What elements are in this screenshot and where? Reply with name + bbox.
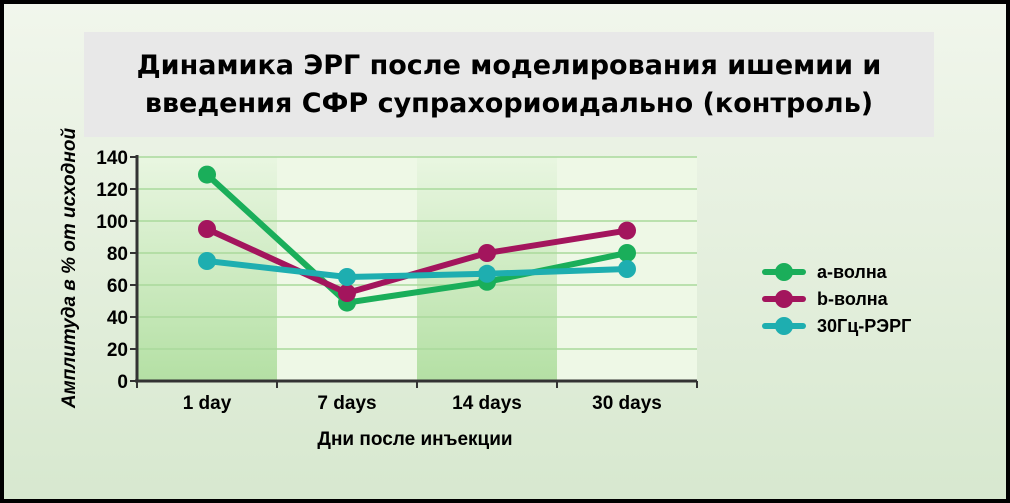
axes xyxy=(130,155,698,388)
data-point xyxy=(198,252,216,270)
legend-label: 30Гц-РЭРГ xyxy=(817,316,911,336)
legend-swatch-marker xyxy=(775,290,793,308)
data-point xyxy=(478,264,496,283)
data-point xyxy=(338,268,356,286)
series-line-0 xyxy=(204,171,630,306)
y-tick-label: 140 xyxy=(96,148,128,169)
chart-title-box: Динамика ЭРГ после моделирования ишемии … xyxy=(84,32,934,137)
data-point xyxy=(618,244,636,262)
x-tick-label: 14 days xyxy=(452,393,522,414)
series-lines xyxy=(204,171,630,306)
series-line-2 xyxy=(204,258,630,280)
x-tick-labels: 1 day 7 days 14 days 30 days xyxy=(183,393,662,414)
data-point xyxy=(338,284,356,302)
chart-title: Динамика ЭРГ после моделирования ишемии … xyxy=(136,49,882,119)
data-point xyxy=(618,221,636,240)
x-axis-label: Дни после инъекции xyxy=(317,429,512,450)
x-tick-label: 7 days xyxy=(317,393,376,414)
y-tick-label: 100 xyxy=(96,212,128,233)
y-tick-label: 80 xyxy=(107,244,128,265)
y-tick-label: 40 xyxy=(107,308,128,329)
legend: a-волна b-волна 30Гц-РЭРГ xyxy=(762,262,911,336)
plot-background xyxy=(137,157,697,381)
y-tick-label: 0 xyxy=(117,372,128,393)
data-point xyxy=(198,165,216,184)
x-tick-label: 30 days xyxy=(592,393,662,414)
y-tick-label: 20 xyxy=(107,340,128,361)
gridlines xyxy=(137,156,697,350)
data-point xyxy=(618,260,636,278)
y-axis-label: Амплитуда в % от исходной xyxy=(59,128,80,410)
data-point xyxy=(198,220,216,238)
series-points xyxy=(198,165,636,312)
x-tick-label: 1 day xyxy=(183,393,232,414)
legend-label: b-волна xyxy=(817,289,889,309)
legend-swatch-marker xyxy=(775,263,793,281)
data-point xyxy=(478,244,496,262)
y-tick-label: 60 xyxy=(107,276,128,297)
y-tick-labels: 0 20 40 60 80 100 120 140 xyxy=(96,148,128,393)
legend-label: a-волна xyxy=(817,262,888,282)
y-tick-label: 120 xyxy=(96,180,128,201)
legend-swatch-marker xyxy=(775,317,793,335)
